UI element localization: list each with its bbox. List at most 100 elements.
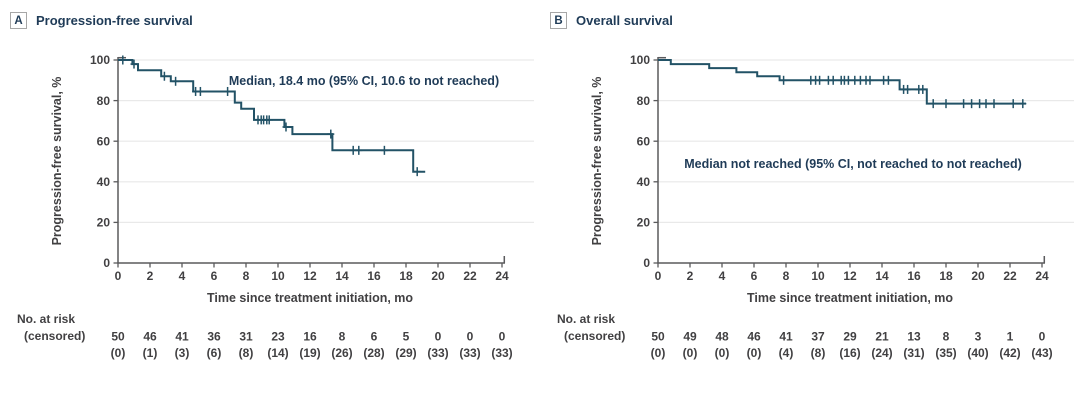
y-tick-label-80: 80 [97, 94, 111, 108]
risk-count: 41 [175, 330, 189, 344]
x-axis-label-b: Time since treatment initiation, mo [746, 291, 954, 305]
risk-count: 0 [435, 330, 442, 344]
y-tick-label-20: 20 [97, 216, 111, 230]
x-tick-label-16: 16 [907, 269, 921, 283]
risk-count: 0 [499, 330, 506, 344]
x-tick-label-24: 24 [495, 269, 509, 283]
risk-censored: (0) [651, 346, 666, 360]
risk-count: 23 [271, 330, 285, 344]
risk-count: 8 [943, 330, 950, 344]
risk-count: 50 [651, 330, 665, 344]
panel-b-letter-box: B [550, 12, 567, 29]
x-tick-label-14: 14 [335, 269, 349, 283]
risk-censored: (8) [811, 346, 826, 360]
x-tick-label-4: 4 [179, 269, 186, 283]
y-tick-label-20: 20 [637, 216, 651, 230]
risk-censored: (0) [111, 346, 126, 360]
x-tick-label-8: 8 [243, 269, 250, 283]
panel-a-title: Progression-free survival [36, 13, 193, 28]
risk-count: 46 [747, 330, 761, 344]
censored-table-label-a: (censored) [24, 329, 86, 343]
x-tick-label-10: 10 [811, 269, 825, 283]
y-tick-label-40: 40 [97, 175, 111, 189]
risk-censored: (6) [207, 346, 222, 360]
risk-censored: (0) [715, 346, 730, 360]
risk-censored: (16) [839, 346, 860, 360]
risk-censored: (8) [239, 346, 254, 360]
x-tick-label-14: 14 [875, 269, 889, 283]
risk-count: 50 [111, 330, 125, 344]
panel-progression-free-survival: A Progression-free survival Progression-… [10, 12, 534, 360]
x-tick-label-22: 22 [463, 269, 477, 283]
x-tick-label-4: 4 [719, 269, 726, 283]
median-annotation-b: Median not reached (95% CI, not reached … [684, 157, 1022, 171]
risk-count: 21 [875, 330, 889, 344]
risk-count: 5 [403, 330, 410, 344]
risk-count: 31 [239, 330, 253, 344]
panel-a-letter-box: A [10, 12, 27, 29]
x-tick-label-2: 2 [687, 269, 694, 283]
y-tick-label-0: 0 [643, 256, 650, 270]
risk-censored: (0) [683, 346, 698, 360]
risk-censored: (43) [1031, 346, 1052, 360]
censored-table-label-b: (censored) [564, 329, 626, 343]
x-tick-label-2: 2 [147, 269, 154, 283]
risk-censored: (1) [143, 346, 158, 360]
risk-count: 41 [779, 330, 793, 344]
risk-table-label-b: No. at risk [557, 312, 616, 326]
x-tick-label-0: 0 [115, 269, 122, 283]
risk-count: 1 [1007, 330, 1014, 344]
panel-b-letter: B [554, 14, 563, 27]
y-tick-label-40: 40 [637, 175, 651, 189]
risk-count: 8 [339, 330, 346, 344]
risk-censored: (40) [967, 346, 988, 360]
y-tick-label-100: 100 [630, 53, 650, 67]
x-tick-label-0: 0 [655, 269, 662, 283]
x-tick-label-24: 24 [1035, 269, 1049, 283]
risk-censored: (3) [175, 346, 190, 360]
risk-censored: (0) [747, 346, 762, 360]
panel-a-letter: A [14, 14, 23, 27]
x-tick-label-18: 18 [939, 269, 953, 283]
y-tick-label-0: 0 [103, 256, 110, 270]
y-tick-label-80: 80 [637, 94, 651, 108]
x-tick-label-20: 20 [431, 269, 445, 283]
panel-a-header: A Progression-free survival [10, 12, 193, 29]
risk-count: 36 [207, 330, 221, 344]
risk-censored: (4) [779, 346, 794, 360]
panel-b-header: B Overall survival [550, 12, 673, 29]
risk-count: 29 [843, 330, 857, 344]
y-tick-label-60: 60 [97, 134, 111, 148]
x-tick-label-12: 12 [303, 269, 317, 283]
y-tick-label-100: 100 [90, 53, 110, 67]
risk-censored: (35) [935, 346, 956, 360]
panel-b-title: Overall survival [576, 13, 673, 28]
km-curve-a [118, 59, 426, 173]
risk-count: 16 [303, 330, 317, 344]
median-annotation-a: Median, 18.4 mo (95% CI, 10.6 to not rea… [229, 74, 499, 88]
x-tick-label-6: 6 [211, 269, 218, 283]
risk-censored: (19) [299, 346, 320, 360]
panel-overall-survival: B Overall survival Progression-free surv… [540, 0, 1080, 400]
risk-count: 49 [683, 330, 697, 344]
x-tick-label-12: 12 [843, 269, 857, 283]
risk-censored: (29) [395, 346, 416, 360]
risk-count: 46 [143, 330, 157, 344]
risk-censored: (33) [427, 346, 448, 360]
risk-count: 0 [1039, 330, 1046, 344]
risk-censored: (24) [871, 346, 892, 360]
risk-censored: (26) [331, 346, 352, 360]
x-axis-label-a: Time since treatment initiation, mo [206, 291, 414, 305]
risk-censored: (42) [999, 346, 1020, 360]
risk-count: 6 [371, 330, 378, 344]
x-tick-label-10: 10 [271, 269, 285, 283]
risk-count: 48 [715, 330, 729, 344]
risk-count: 13 [907, 330, 921, 344]
risk-censored: (31) [903, 346, 924, 360]
risk-censored: (33) [459, 346, 480, 360]
x-tick-label-6: 6 [751, 269, 758, 283]
x-tick-label-22: 22 [1003, 269, 1017, 283]
